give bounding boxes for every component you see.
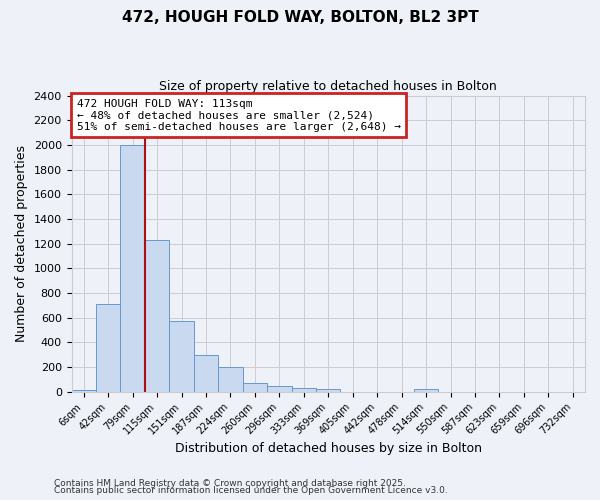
Text: Contains HM Land Registry data © Crown copyright and database right 2025.: Contains HM Land Registry data © Crown c… — [54, 478, 406, 488]
Bar — [292, 388, 316, 392]
Text: Contains public sector information licensed under the Open Government Licence v3: Contains public sector information licen… — [54, 486, 448, 495]
Bar — [121, 145, 145, 392]
Bar — [218, 366, 242, 392]
Text: 472, HOUGH FOLD WAY, BOLTON, BL2 3PT: 472, HOUGH FOLD WAY, BOLTON, BL2 3PT — [122, 10, 478, 25]
X-axis label: Distribution of detached houses by size in Bolton: Distribution of detached houses by size … — [175, 442, 482, 455]
Bar — [145, 240, 169, 392]
Bar — [169, 322, 194, 392]
Y-axis label: Number of detached properties: Number of detached properties — [15, 145, 28, 342]
Bar — [96, 304, 121, 392]
Bar — [194, 355, 218, 392]
Bar — [71, 390, 96, 392]
Title: Size of property relative to detached houses in Bolton: Size of property relative to detached ho… — [160, 80, 497, 93]
Bar — [316, 388, 340, 392]
Bar — [414, 390, 438, 392]
Text: 472 HOUGH FOLD WAY: 113sqm
← 48% of detached houses are smaller (2,524)
51% of s: 472 HOUGH FOLD WAY: 113sqm ← 48% of deta… — [77, 98, 401, 132]
Bar — [267, 386, 292, 392]
Bar — [242, 382, 267, 392]
